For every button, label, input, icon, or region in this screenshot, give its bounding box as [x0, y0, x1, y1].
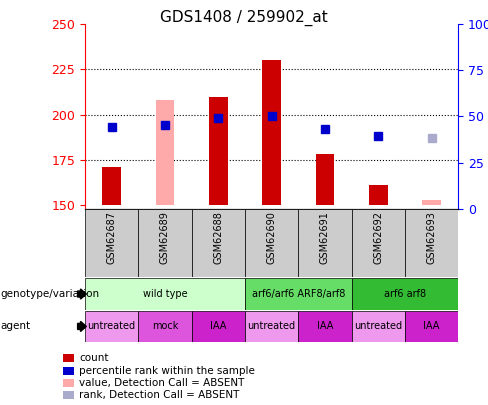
Bar — [245, 278, 351, 310]
Text: arf6 arf8: arf6 arf8 — [384, 289, 426, 299]
Bar — [192, 311, 245, 342]
Bar — [351, 278, 458, 310]
Bar — [298, 209, 351, 277]
Text: IAA: IAA — [210, 322, 226, 331]
Text: GSM62687: GSM62687 — [106, 211, 117, 264]
Text: IAA: IAA — [317, 322, 333, 331]
Bar — [138, 209, 192, 277]
Text: untreated: untreated — [87, 322, 136, 331]
Bar — [85, 311, 138, 342]
Bar — [316, 154, 334, 205]
Bar — [245, 209, 298, 277]
Text: GSM62692: GSM62692 — [373, 211, 383, 264]
Bar — [85, 278, 245, 310]
Bar — [351, 209, 405, 277]
Text: value, Detection Call = ABSENT: value, Detection Call = ABSENT — [79, 378, 244, 388]
Bar — [405, 209, 458, 277]
Text: count: count — [79, 354, 108, 363]
Bar — [209, 96, 227, 205]
Text: GDS1408 / 259902_at: GDS1408 / 259902_at — [160, 10, 328, 26]
Bar — [298, 311, 351, 342]
Text: IAA: IAA — [424, 322, 440, 331]
Text: genotype/variation: genotype/variation — [0, 289, 99, 299]
Text: wild type: wild type — [142, 289, 187, 299]
Bar — [245, 311, 298, 342]
Bar — [102, 167, 121, 205]
Text: untreated: untreated — [247, 322, 296, 331]
Text: mock: mock — [152, 322, 178, 331]
Text: GSM62691: GSM62691 — [320, 211, 330, 264]
Text: GSM62690: GSM62690 — [266, 211, 277, 264]
Text: GSM62689: GSM62689 — [160, 211, 170, 264]
Bar — [369, 185, 387, 205]
Bar — [351, 311, 405, 342]
Bar — [192, 209, 245, 277]
Bar — [262, 60, 281, 205]
Bar — [156, 100, 174, 205]
Bar — [422, 200, 441, 205]
Bar — [85, 209, 138, 277]
Bar — [405, 311, 458, 342]
Bar — [138, 311, 192, 342]
Text: rank, Detection Call = ABSENT: rank, Detection Call = ABSENT — [79, 390, 240, 400]
Text: agent: agent — [0, 322, 30, 331]
Text: arf6/arf6 ARF8/arf8: arf6/arf6 ARF8/arf8 — [251, 289, 345, 299]
Text: percentile rank within the sample: percentile rank within the sample — [79, 366, 255, 375]
Text: GSM62693: GSM62693 — [427, 211, 437, 264]
Text: untreated: untreated — [354, 322, 402, 331]
Text: GSM62688: GSM62688 — [213, 211, 223, 264]
